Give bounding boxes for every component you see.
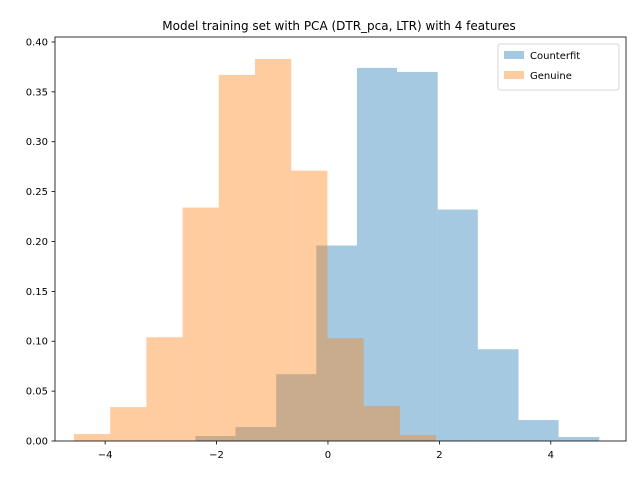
- x-tick-label: 4: [548, 450, 554, 461]
- bar-genuine-4: [218, 74, 255, 441]
- bar-genuine-7: [327, 338, 364, 441]
- axes: −4 −2 0 2 4 0.00 0.05 0.10 0.15 0.20 0.25 0.30 0.35 0…: [26, 36, 627, 461]
- series-genuine-bars: [73, 58, 437, 441]
- y-tick-label: 0.10: [26, 337, 48, 348]
- bar-counterfit-9: [558, 437, 600, 441]
- axes-frame: [54, 36, 627, 442]
- y-tick-label: 0.05: [26, 387, 48, 398]
- bar-genuine-3: [182, 207, 219, 441]
- legend-swatch-genuine: [504, 71, 524, 79]
- legend-swatch-counterfit: [504, 51, 524, 59]
- bar-counterfit-3: [316, 245, 357, 441]
- bar-genuine-9: [399, 435, 437, 441]
- legend: Counterfit Genuine: [497, 43, 620, 91]
- legend-label-genuine: Genuine: [530, 71, 572, 82]
- bar-genuine-8: [363, 406, 400, 441]
- plot-area: [73, 58, 600, 442]
- bar-counterfit-8: [518, 420, 559, 441]
- bar-counterfit-4: [356, 67, 398, 441]
- bar-genuine-2: [146, 337, 183, 441]
- x-tick-label: 0: [325, 450, 331, 461]
- bar-genuine-5: [254, 58, 292, 441]
- x-tick-label: 2: [436, 450, 442, 461]
- bar-counterfit-0: [195, 436, 236, 441]
- y-tick-label: 0.20: [26, 237, 48, 248]
- legend-label-counterfit: Counterfit: [530, 51, 580, 62]
- series-counterfit-bars: [195, 67, 600, 442]
- y-tick-label: 0.25: [26, 187, 48, 198]
- x-tick-label: −4: [98, 450, 113, 461]
- x-tick-label: −2: [209, 450, 224, 461]
- chart-title: Model training set with PCA (DTR_pca, LT…: [162, 19, 516, 33]
- y-tick-label: 0.30: [26, 137, 48, 148]
- bar-counterfit-2: [276, 374, 317, 441]
- bar-genuine-1: [110, 407, 147, 441]
- y-tick-label: 0.35: [26, 87, 48, 98]
- bar-counterfit-1: [235, 427, 277, 441]
- y-tick-label: 0.15: [26, 287, 48, 298]
- bar-genuine-0: [73, 434, 111, 441]
- bar-genuine-6: [291, 170, 328, 441]
- legend-box: [497, 43, 620, 91]
- y-tick-label: 0.40: [26, 37, 48, 48]
- bar-counterfit-6: [437, 209, 478, 441]
- y-tick-label: 0.00: [26, 437, 48, 448]
- bar-counterfit-7: [477, 349, 519, 441]
- bar-counterfit-5: [397, 71, 438, 442]
